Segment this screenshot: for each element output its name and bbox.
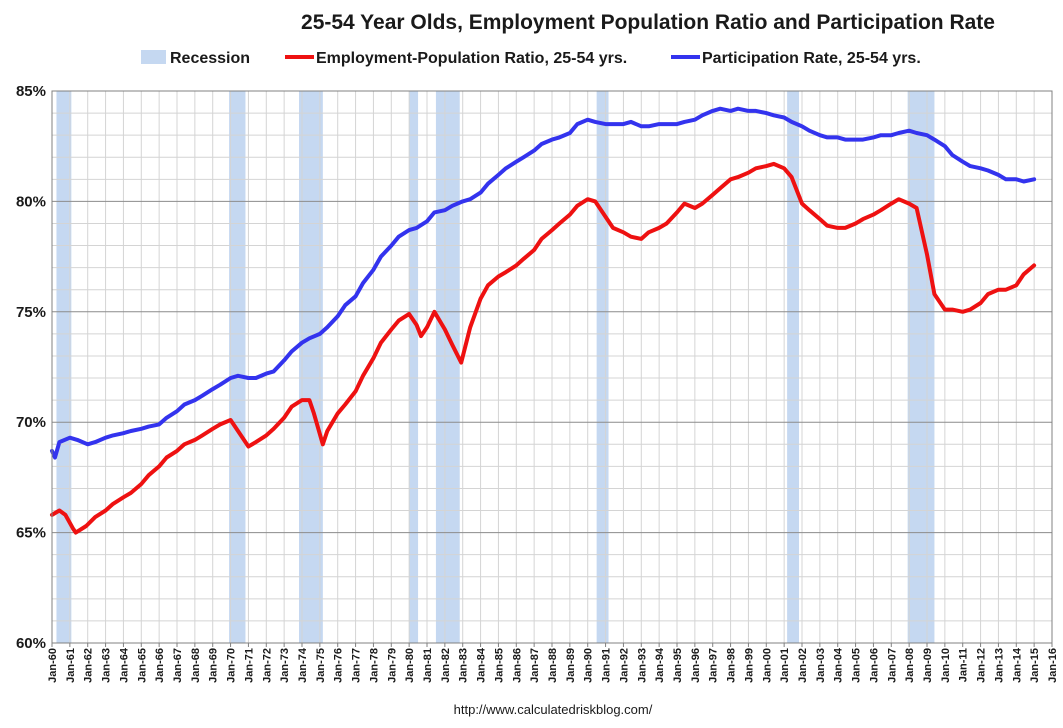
x-tick-label: Jan-84 [476, 647, 488, 683]
x-tick-label: Jan-13 [993, 648, 1005, 683]
x-tick-label: Jan-70 [226, 648, 238, 683]
x-tick-label: Jan-12 [976, 648, 988, 683]
x-tick-label: Jan-80 [404, 648, 416, 683]
x-tick-label: Jan-64 [118, 647, 130, 683]
x-tick-label: Jan-81 [422, 648, 434, 683]
x-tick-label: Jan-68 [190, 648, 202, 683]
x-tick-label: Jan-02 [797, 648, 809, 683]
y-tick-label: 65% [16, 525, 46, 542]
y-tick-label: 75% [16, 304, 46, 321]
x-tick-label: Jan-01 [779, 648, 791, 683]
recession-band-5 [435, 91, 460, 643]
x-tick-label: Jan-79 [386, 648, 398, 683]
recession-band-3 [299, 91, 323, 643]
recession-band-6 [596, 91, 609, 643]
recession-band-2 [229, 91, 246, 643]
y-tick-label: 80% [16, 193, 46, 210]
recession-bands [56, 91, 935, 643]
x-tick-label: Jan-83 [458, 648, 470, 683]
x-tick-label: Jan-90 [583, 648, 595, 683]
x-tick-label: Jan-97 [708, 648, 720, 683]
x-tick-label: Jan-16 [1047, 648, 1059, 683]
series-line-participation-rate [50, 106, 1037, 460]
x-tick-label: Jan-78 [368, 648, 380, 683]
x-tick-label: Jan-00 [761, 648, 773, 683]
x-tick-label: Jan-76 [333, 648, 345, 683]
x-tick-label: Jan-93 [636, 648, 648, 683]
x-tick-label: Jan-61 [65, 648, 77, 683]
x-tick-label: Jan-66 [154, 648, 166, 683]
legend-label-participation-rate: Participation Rate, 25-54 yrs. [702, 50, 921, 67]
x-tick-label: Jan-07 [886, 648, 898, 683]
x-tick-label: Jan-69 [208, 648, 220, 683]
x-tick-label: Jan-86 [511, 648, 523, 683]
y-axis-ticks: 60% 65% 70% 75% 80% 85% [16, 83, 46, 652]
legend-label-employment-population-ratio: Employment-Population Ratio, 25-54 yrs. [316, 50, 627, 67]
x-tick-label: Jan-67 [172, 648, 184, 683]
series-line-employment-population-ratio [50, 161, 1037, 535]
y-tick-label: 85% [16, 83, 46, 100]
x-tick-label: Jan-08 [904, 648, 916, 683]
x-tick-label: Jan-94 [654, 647, 666, 683]
x-tick-label: Jan-92 [618, 648, 630, 683]
x-tick-label: Jan-89 [565, 648, 577, 683]
x-tick-label: Jan-73 [279, 648, 291, 683]
recession-band-7 [787, 91, 800, 643]
x-tick-label: Jan-65 [136, 648, 148, 683]
x-tick-label: Jan-98 [726, 648, 738, 683]
source-url: http://www.calculatedriskblog.com/ [454, 702, 653, 717]
x-tick-label: Jan-11 [958, 648, 970, 682]
x-tick-label: Jan-88 [547, 648, 559, 683]
x-tick-label: Jan-05 [851, 648, 863, 683]
x-tick-label: Jan-96 [690, 648, 702, 683]
legend-swatch-recession [141, 50, 166, 64]
x-tick-label: Jan-75 [315, 648, 327, 683]
x-tick-label: Jan-63 [101, 648, 113, 683]
x-tick-label: Jan-60 [47, 648, 59, 683]
x-tick-label: Jan-04 [833, 647, 845, 683]
legend: Recession Employment-Population Ratio, 2… [141, 50, 921, 67]
x-tick-label: Jan-71 [243, 648, 255, 683]
series-lines [50, 106, 1037, 535]
x-tick-label: Jan-74 [297, 647, 309, 683]
x-tick-label: Jan-87 [529, 648, 541, 683]
x-tick-label: Jan-09 [922, 648, 934, 683]
x-axis-ticks: Jan-60 Jan-61 Jan-62 Jan-63 Jan-64 Jan-65 Jan-… [47, 643, 1059, 683]
x-tick-label: Jan-91 [601, 648, 613, 683]
x-tick-label: Jan-82 [440, 648, 452, 683]
recession-band-8 [907, 91, 935, 643]
x-tick-label: Jan-95 [672, 648, 684, 683]
gridlines [51, 90, 1053, 644]
x-tick-label: Jan-15 [1029, 648, 1041, 683]
y-tick-label: 70% [16, 414, 46, 431]
x-tick-label: Jan-03 [815, 648, 827, 683]
x-tick-label: Jan-14 [1011, 647, 1023, 683]
x-tick-label: Jan-85 [493, 648, 505, 683]
y-tick-label: 60% [16, 635, 46, 652]
x-tick-label: Jan-06 [868, 648, 880, 683]
x-tick-label: Jan-99 [743, 648, 755, 683]
recession-band-4 [409, 91, 419, 643]
x-tick-label: Jan-77 [351, 648, 363, 683]
recession-band-1 [56, 91, 72, 643]
x-tick-label: Jan-72 [261, 648, 273, 683]
legend-label-recession: Recession [170, 50, 250, 67]
x-tick-label: Jan-62 [83, 648, 95, 683]
x-tick-label: Jan-10 [940, 648, 952, 683]
chart-title: 25-54 Year Olds, Employment Population R… [301, 11, 995, 34]
